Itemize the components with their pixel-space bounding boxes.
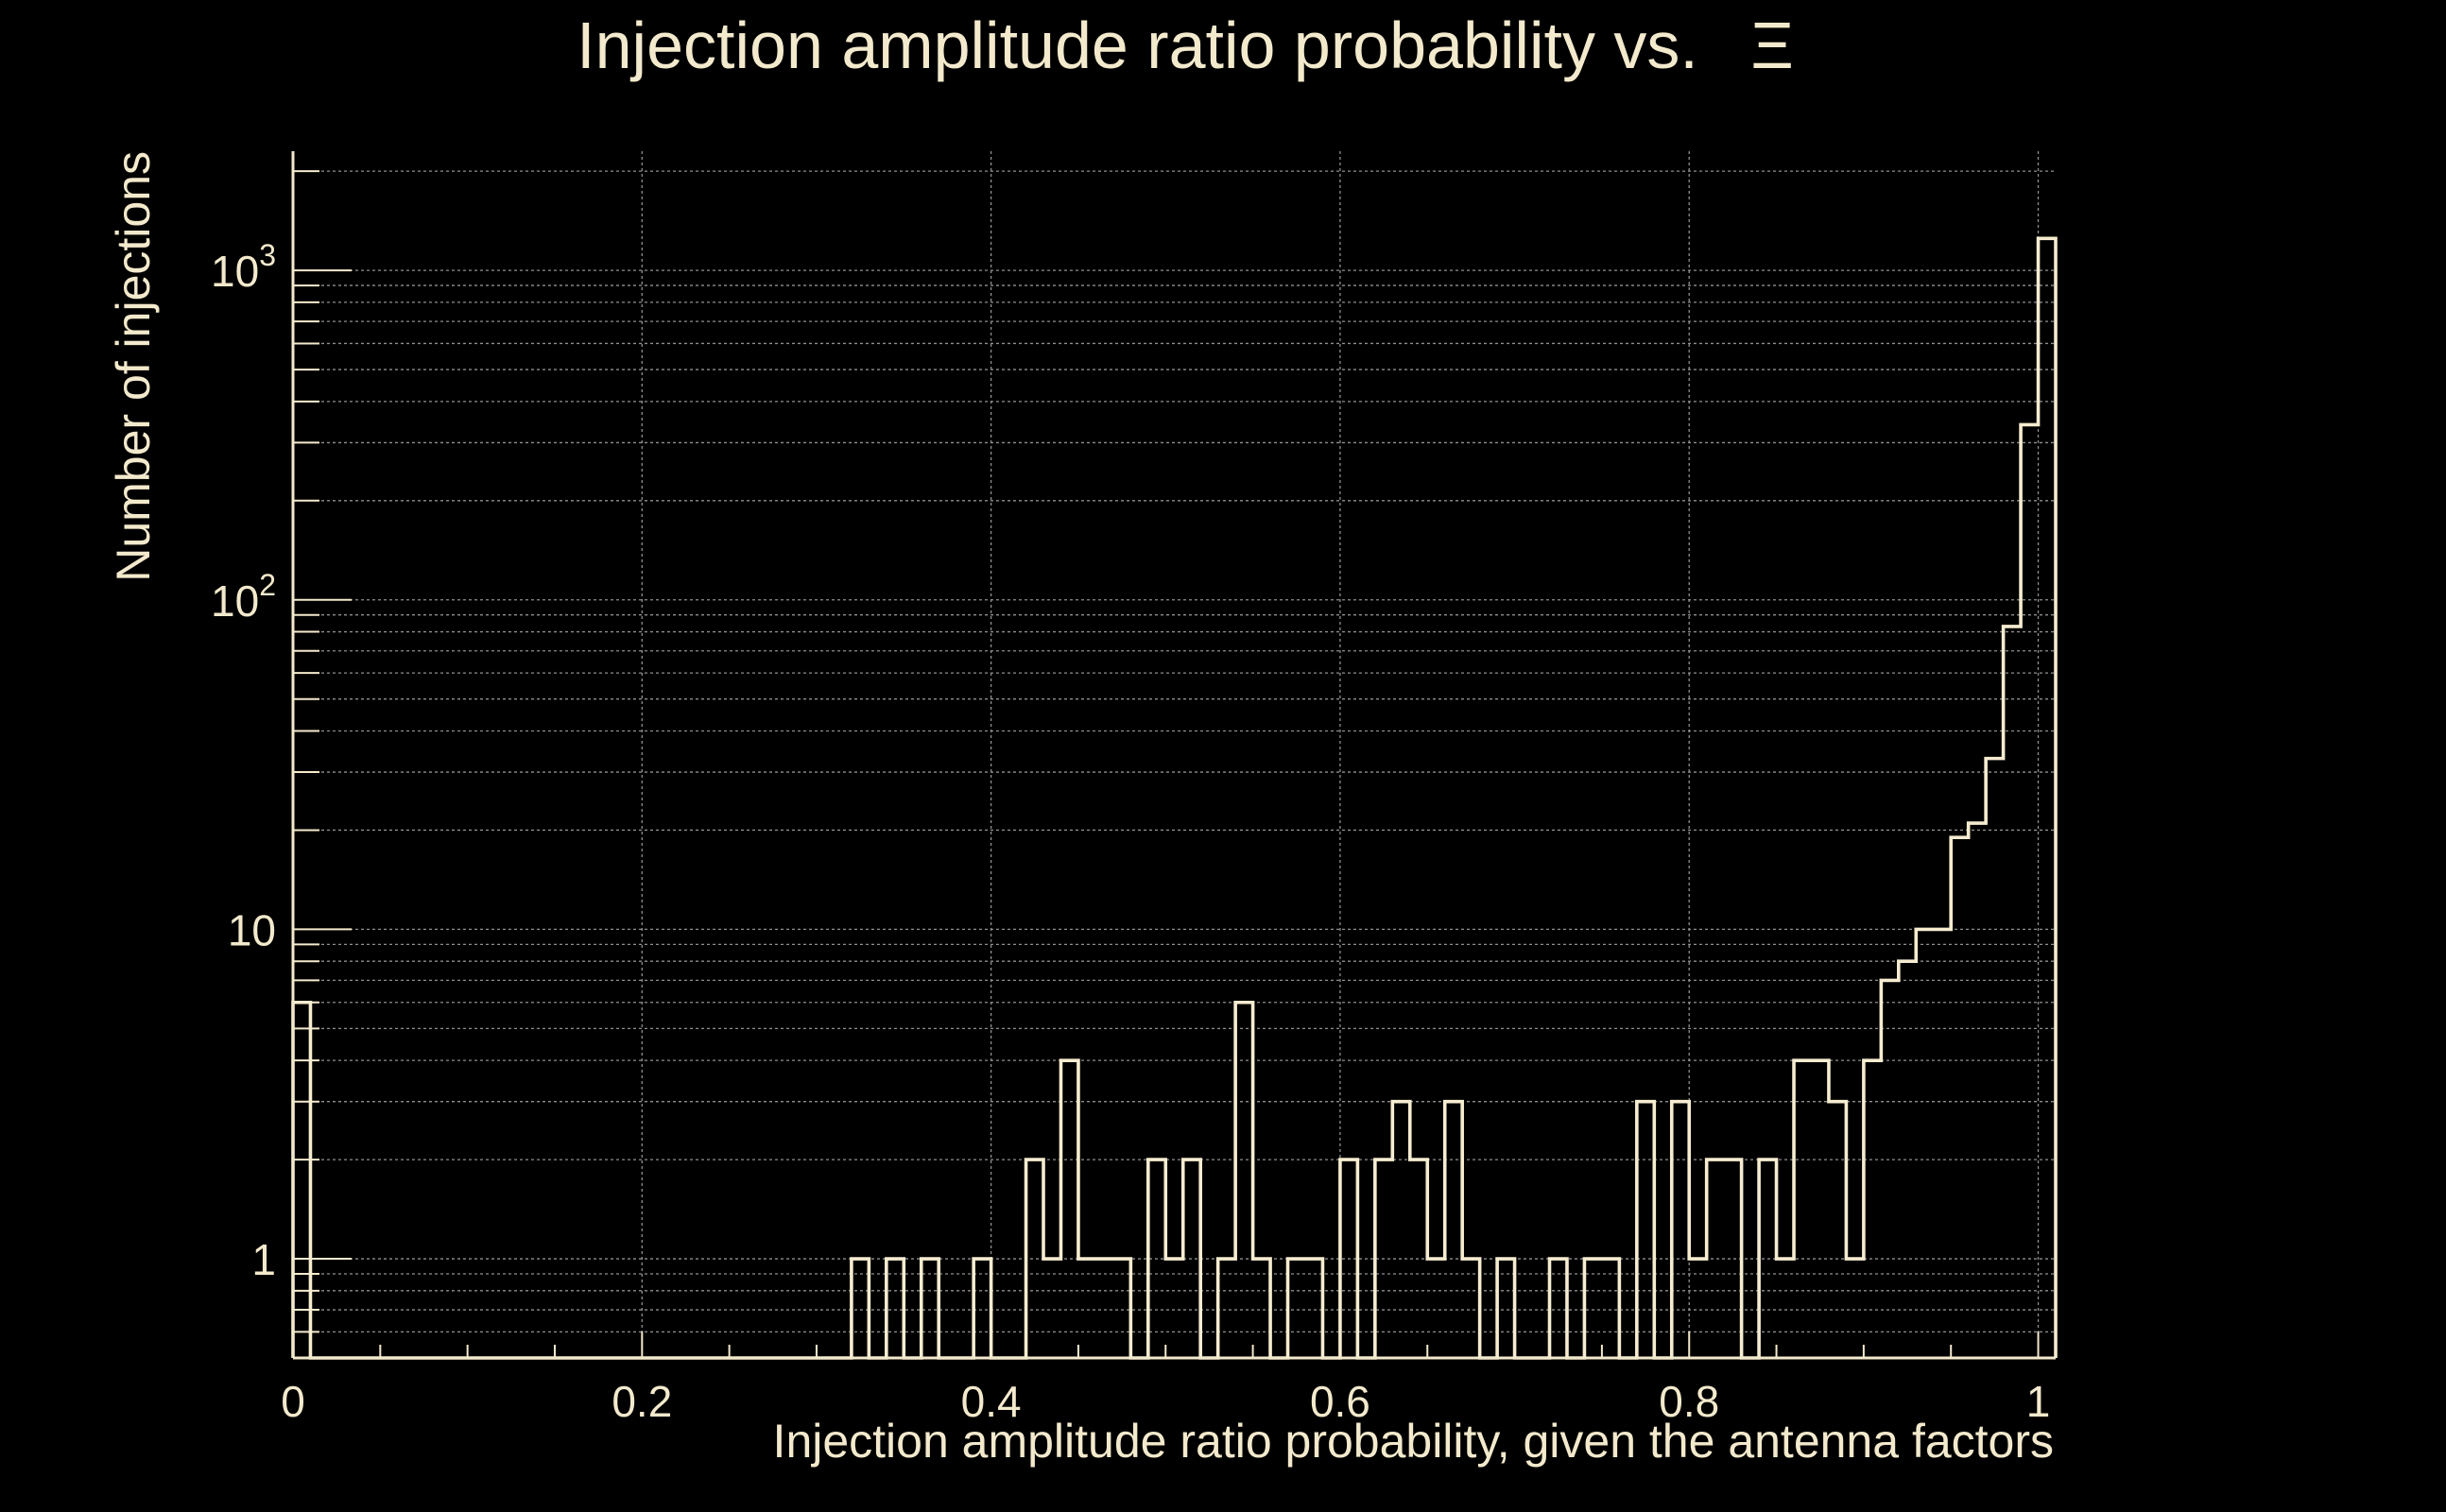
tick-label-layer: 0 0.2 0.4 0.6 0.8 1 1 10 102 103 [211,238,2050,1426]
y-tick-label: 103 [211,238,276,296]
x-tick-label: 0.2 [612,1377,672,1426]
chart-title: Injection amplitude ratio probability vs… [577,9,1794,82]
chart-title-text: Injection amplitude ratio probability vs… [577,9,1698,82]
grid-layer [292,151,2056,1359]
y-tick-label: 1 [251,1235,276,1284]
x-tick-label: 0.4 [961,1377,1022,1426]
x-tick-label: 0.8 [1659,1377,1719,1426]
x-tick-label: 0 [281,1377,305,1426]
y-tick-label: 10 [228,905,276,954]
y-axis-label: Number of injections [107,151,160,582]
x-tick-label: 1 [2026,1377,2051,1426]
histogram-outline [291,236,2058,1360]
y-tick-label: 102 [211,568,276,626]
chart-title-symbol: Ξ [1750,9,1794,82]
x-tick-label: 0.6 [1310,1377,1370,1426]
x-axis-label: Injection amplitude ratio probability, g… [773,1415,2054,1468]
